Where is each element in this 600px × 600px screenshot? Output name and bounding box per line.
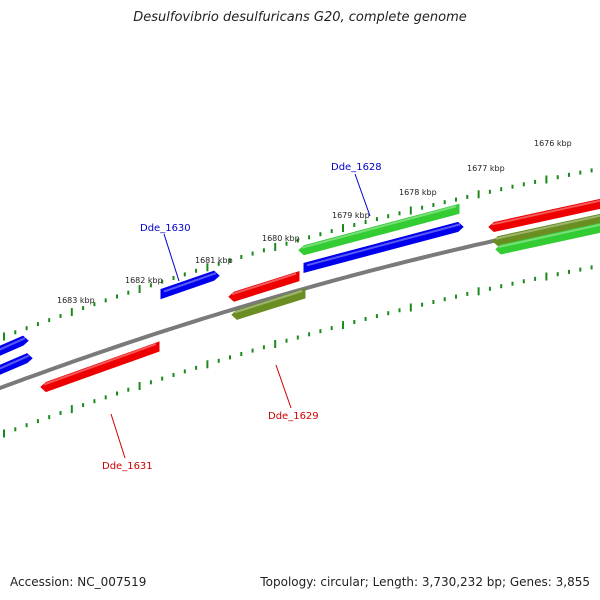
gene-arrow-rna-1-highlight	[301, 205, 457, 249]
gene-arrow-dde-1631-highlight	[43, 343, 157, 386]
gene-arrow-dde-1630-highlight	[163, 272, 217, 293]
gene-arrow-reverse[interactable]	[228, 271, 300, 302]
gene-label-dde-1629[interactable]: Dde_1629	[268, 411, 319, 422]
map-title: Desulfovibrio desulfuricans G20, complet…	[133, 10, 467, 25]
leader-dde-1629	[275, 364, 292, 409]
gene-arrow-forward[interactable]	[0, 353, 33, 377]
kbp-label-1677: 1677 kbp	[467, 164, 505, 173]
kbp-label-1676: 1676 kbp	[534, 139, 572, 148]
outer-tick-ring	[3, 168, 593, 341]
gene-arrow-dde-1630[interactable]	[160, 270, 220, 300]
gene-arrow-dde-1629-highlight	[234, 290, 303, 314]
label-leaders	[110, 173, 371, 459]
gene-arrow-dde-1631[interactable]	[40, 341, 160, 393]
gene-features	[0, 198, 600, 393]
gene-arrow-forward[interactable]	[0, 335, 29, 357]
genome-summary-text: Topology: circular; Length: 3,730,232 bp…	[260, 575, 590, 589]
gene-arrow-dde-1629[interactable]	[231, 288, 306, 320]
kbp-label-1678: 1678 kbp	[399, 188, 437, 197]
inner-tick-ring	[3, 265, 593, 438]
gene-arrow-reverse-highlight	[231, 272, 297, 296]
kbp-label-1682: 1682 kbp	[125, 276, 163, 285]
gene-arrow-reverse[interactable]	[488, 198, 600, 233]
leader-dde-1628	[354, 173, 371, 217]
gene-arrow-rna-2[interactable]	[495, 222, 600, 255]
gene-label-dde-1631[interactable]: Dde_1631	[102, 461, 153, 472]
gene-arrow-forward-highlight	[0, 354, 30, 370]
gene-arrow-rna-2-highlight	[498, 223, 600, 248]
gene-label-dde-1630[interactable]: Dde_1630	[140, 223, 191, 234]
gene-arrow-reverse-highlight	[491, 199, 600, 226]
leader-dde-1630	[163, 233, 180, 282]
gene-arrow-forward-highlight	[0, 337, 26, 351]
accession-text: Accession: NC_007519	[10, 575, 147, 589]
kbp-label-1680: 1680 kbp	[262, 234, 300, 243]
gene-label-dde-1628[interactable]: Dde_1628	[331, 162, 382, 173]
kbp-label-1679: 1679 kbp	[332, 211, 370, 220]
leader-dde-1631	[110, 413, 126, 459]
gene-arrow-rna-1[interactable]	[298, 203, 460, 256]
kbp-label-1683: 1683 kbp	[57, 296, 95, 305]
gene-arrow-dde-1628[interactable]	[303, 221, 464, 273]
gene-arrow-pseudo-highlight	[495, 214, 600, 240]
kbp-label-1681: 1681 kbp	[195, 256, 233, 265]
gene-arrow-dde-1628-highlight	[306, 223, 461, 267]
